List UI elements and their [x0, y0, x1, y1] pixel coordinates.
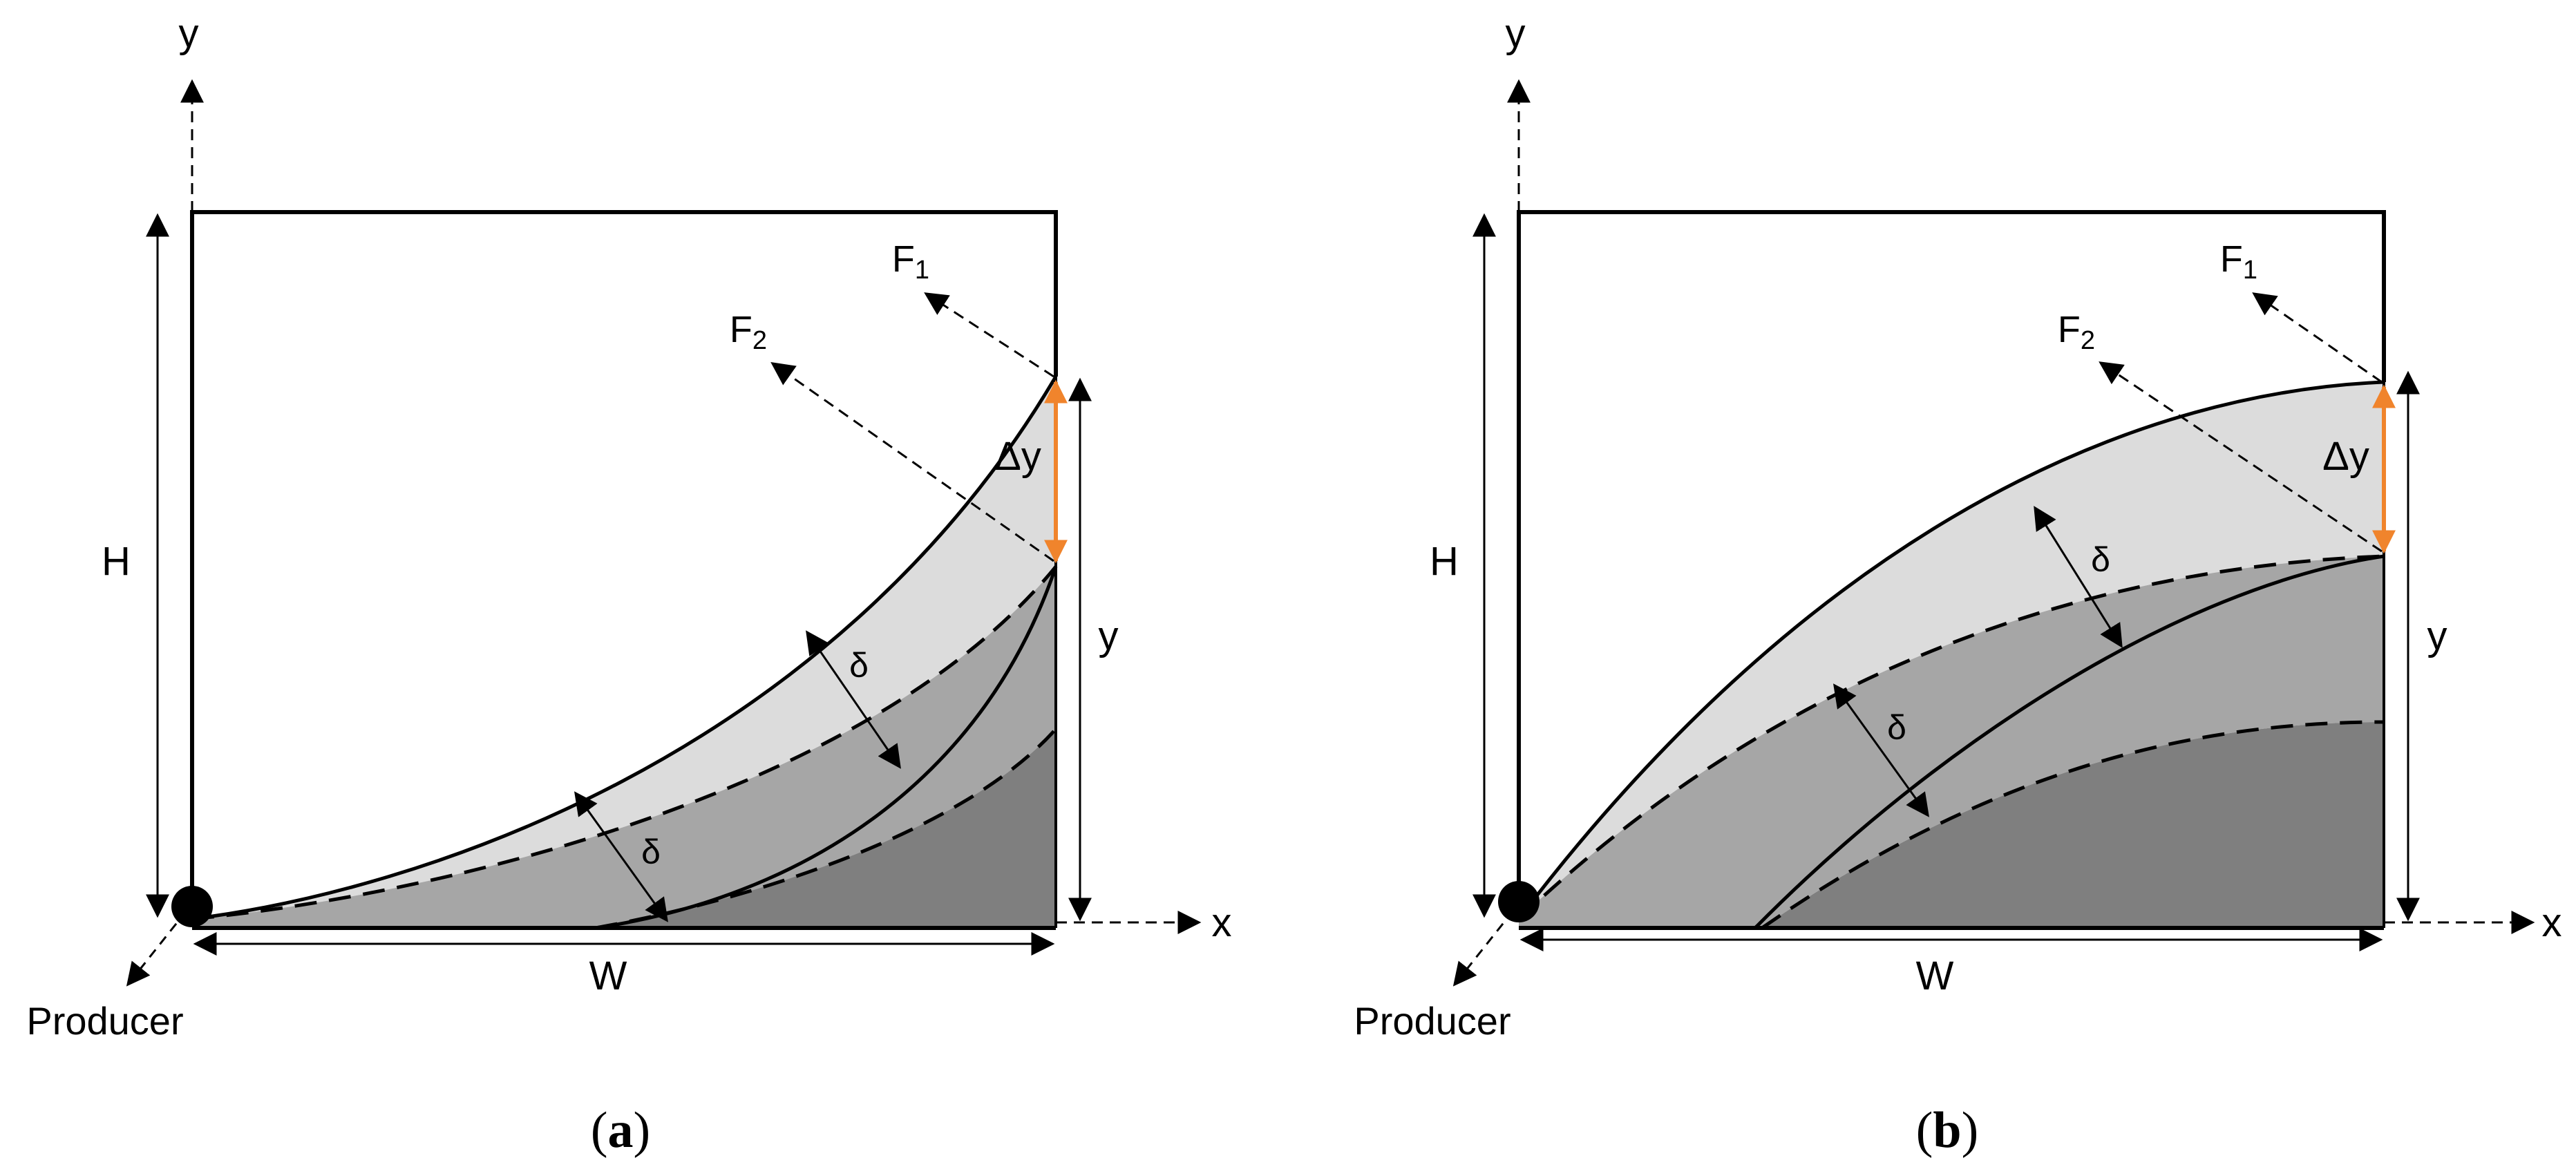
- panel-a-x-axis-label: x: [1212, 900, 1232, 945]
- panel-b-delta-bottom-arrow: [1833, 683, 1929, 817]
- panel-a-caption: (a): [591, 1102, 650, 1159]
- panel-b-producer-axis: [1452, 910, 1515, 987]
- panel-b-x-axis-label: x: [2542, 900, 2562, 945]
- panel-b-light-region: [1519, 382, 2384, 919]
- panel-a-front-curve-upper: [191, 375, 1058, 921]
- panel-a-producer-label: Producer: [26, 999, 183, 1043]
- panel-a-delta-bottom-arrow: [574, 791, 668, 922]
- panel-a-producer-axis: [126, 910, 188, 987]
- panel-b-front-curve-dashed-upper: [1517, 554, 2385, 920]
- panel-a-force2-arrow: [770, 362, 1054, 562]
- panel-b-producer-label: Producer: [1354, 999, 1510, 1043]
- panel-a-delta-top-label: δ: [849, 646, 869, 685]
- panel-a-caption-letter: a: [608, 1102, 634, 1159]
- panel-a-force2-letter: F: [730, 309, 752, 350]
- panel-a-force2-label: F2: [730, 309, 767, 355]
- panel-a-height-label: H: [102, 539, 131, 584]
- panel-a-box: [190, 210, 1058, 919]
- panel-a-delta-bottom-label: δ: [641, 833, 661, 871]
- panel-b-force2-label: F2: [2058, 309, 2095, 355]
- panel-b-delta-top-arrow: [2034, 506, 2123, 648]
- panel-b-delta-y-label: Δy: [2322, 434, 2369, 479]
- panel-b-front-curve-lower: [1754, 554, 2385, 929]
- panel-b-force2-sub: 2: [2081, 326, 2095, 355]
- panel-b-caption-letter: b: [1933, 1102, 1961, 1159]
- panel-b-producer-well: [1498, 881, 1540, 922]
- panel-b-width-label: W: [1916, 953, 1954, 998]
- panel-b-force1-letter: F: [2220, 238, 2243, 280]
- panel-a-mid-region: [192, 567, 1056, 928]
- panel-b-front-curve-upper: [1517, 380, 2385, 920]
- panel-b-delta-top-label: δ: [2091, 540, 2110, 579]
- panel-b: y x H W y Δy δ δ F1 F2 Producer (b): [1354, 11, 2561, 1159]
- panel-b-caption: (b): [1916, 1102, 1978, 1159]
- panel-b-force1-arrow: [2252, 292, 2383, 383]
- panel-a: y x H W y Δy δ δ F1 F2 Producer (a): [26, 11, 1231, 1159]
- panel-a-force1-label: F1: [892, 238, 929, 285]
- panel-b-box: [1517, 210, 2386, 919]
- panel-b-y-axis-label: y: [1506, 11, 1526, 56]
- panel-b-y-right-label: y: [2427, 614, 2447, 658]
- panel-a-force1-sub: 1: [915, 256, 929, 285]
- panel-a-force1-letter: F: [892, 238, 915, 280]
- panel-a-dark-region: [596, 729, 1056, 928]
- panel-a-y-axis-label: y: [179, 11, 199, 56]
- panel-a-force1-arrow: [924, 292, 1054, 378]
- panel-b-front-curve-dashed-lower: [1761, 720, 2385, 930]
- panel-a-delta-top-arrow: [806, 630, 901, 769]
- panel-b-mid-region: [1519, 556, 2384, 928]
- panel-b-delta-bottom-label: δ: [1887, 708, 1906, 747]
- panel-a-producer-well: [171, 886, 213, 927]
- panel-a-width-label: W: [589, 953, 627, 998]
- panel-b-force1-sub: 1: [2243, 256, 2257, 285]
- panel-b-force2-letter: F: [2058, 309, 2081, 350]
- panel-a-force2-sub: 2: [752, 326, 767, 355]
- panel-a-y-right-label: y: [1099, 614, 1119, 658]
- panel-a-front-curve-dashed-lower: [595, 728, 1057, 930]
- panel-b-dark-region: [1762, 722, 2384, 928]
- panel-b-force2-arrow: [2099, 361, 2383, 553]
- panel-b-force1-label: F1: [2220, 238, 2257, 285]
- panel-b-height-label: H: [1430, 539, 1459, 584]
- panel-a-delta-y-label: Δy: [994, 434, 1041, 479]
